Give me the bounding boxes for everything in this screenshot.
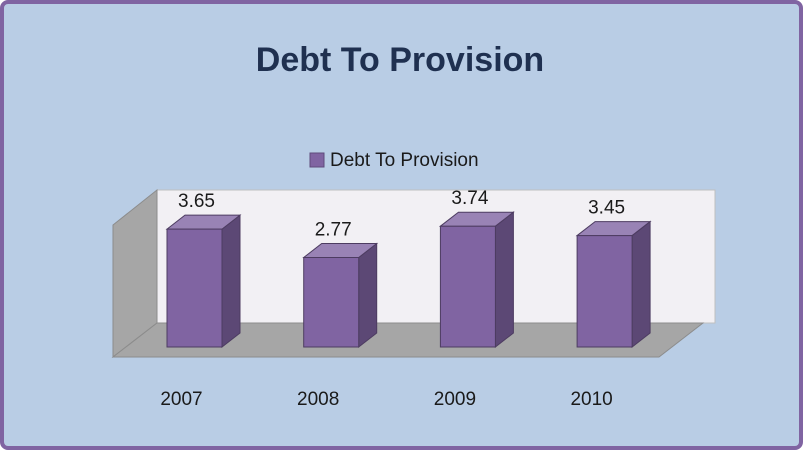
bar-side <box>358 242 378 349</box>
bar-front <box>439 225 496 348</box>
bar-side <box>631 220 651 349</box>
bar-front <box>303 257 360 348</box>
bar-side <box>494 211 514 349</box>
x-tick-label: 2009 <box>434 389 476 410</box>
bar-side <box>221 214 241 349</box>
data-label: 2.77 <box>315 220 352 241</box>
data-label: 3.45 <box>588 198 625 219</box>
legend-label: Debt To Provision <box>330 150 479 171</box>
bar <box>302 242 379 349</box>
bar <box>438 211 515 349</box>
bar-front <box>576 235 633 348</box>
bar <box>165 214 242 349</box>
data-label: 3.65 <box>178 191 215 212</box>
legend-swatch <box>309 152 325 168</box>
data-label: 3.74 <box>451 188 488 209</box>
x-tick-label: 2010 <box>570 389 612 410</box>
bar <box>575 220 652 349</box>
chart-title: Debt To Provision <box>256 41 544 79</box>
x-tick-label: 2008 <box>297 389 339 410</box>
bar-front <box>166 228 223 348</box>
x-tick-label: 2007 <box>160 389 202 410</box>
floor <box>111 322 705 358</box>
